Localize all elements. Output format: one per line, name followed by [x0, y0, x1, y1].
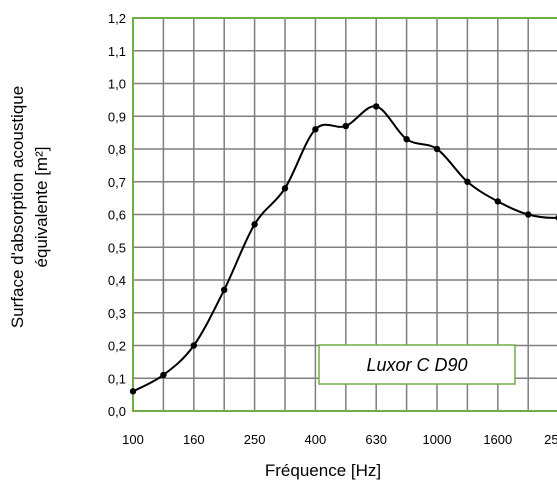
legend-label: Luxor C D90 — [366, 355, 467, 375]
x-tick-label: 160 — [183, 432, 205, 447]
x-tick-label: 1600 — [483, 432, 512, 447]
data-point — [525, 211, 532, 218]
x-axis-ticks: 1001602504006301000160025004000 — [122, 432, 557, 447]
data-point — [129, 388, 137, 395]
x-tick-label: 2500 — [544, 432, 557, 447]
y-axis-title-line-1: Surface d'absorption acoustique — [8, 86, 27, 328]
data-point — [373, 103, 380, 110]
data-point — [433, 145, 441, 153]
legend: Luxor C D90 — [318, 344, 516, 385]
x-axis-title: Fréquence [Hz] — [265, 461, 381, 480]
y-axis-title: Surface d'absorption acoustique équivale… — [8, 86, 51, 328]
x-tick-label: 630 — [365, 432, 387, 447]
y-axis-ticks: 0,0 0,1 0,2 0,3 0,4 0,5 0,6 0,7 0,8 0,9 1,0 1,1 1,2 — [108, 11, 126, 419]
y-tick-label: 0,5 — [108, 240, 126, 255]
x-tick-label: 100 — [122, 432, 144, 447]
y-tick-label: 0,2 — [108, 339, 126, 354]
y-tick-label: 0,4 — [108, 273, 126, 288]
data-point — [281, 185, 289, 192]
legend-box — [318, 344, 516, 385]
data-point — [160, 371, 167, 379]
y-tick-label: 1,0 — [108, 77, 126, 92]
y-axis-title-line-2: équivalente [m²] — [32, 147, 51, 268]
y-tick-label: 0,6 — [108, 208, 126, 223]
data-point — [464, 178, 471, 185]
data-point — [403, 135, 410, 143]
y-tick-label: 0,3 — [108, 306, 126, 321]
plot-area-border — [132, 17, 557, 412]
x-tick-label: 250 — [244, 432, 266, 447]
data-points — [129, 103, 557, 395]
data-point — [494, 198, 501, 205]
y-tick-label: 1,1 — [108, 44, 126, 59]
y-tick-label: 0,8 — [108, 142, 126, 157]
y-tick-label: 0,9 — [108, 109, 126, 124]
data-point — [221, 286, 228, 294]
data-point — [251, 221, 258, 228]
x-tick-label: 400 — [305, 432, 327, 447]
y-tick-label: 0,0 — [108, 404, 126, 419]
data-point — [312, 126, 319, 133]
data-point — [342, 122, 349, 130]
y-tick-label: 0,7 — [108, 175, 126, 190]
data-point — [190, 342, 197, 349]
y-tick-label: 0,1 — [108, 371, 126, 386]
x-tick-label: 1000 — [423, 432, 452, 447]
y-tick-label: 1,2 — [108, 11, 126, 26]
